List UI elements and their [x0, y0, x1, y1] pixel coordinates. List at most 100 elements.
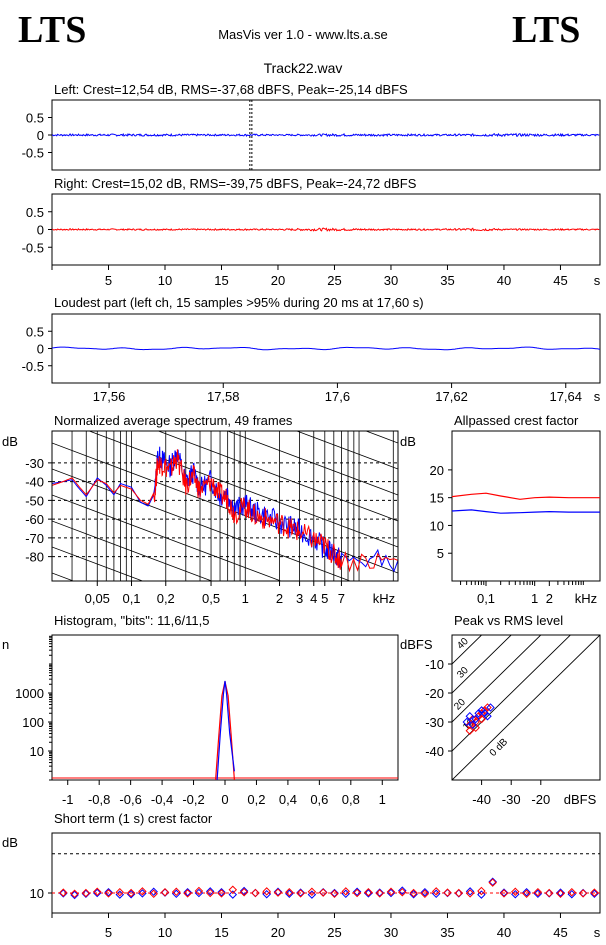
peak_vs_rms-ytick-label: -10	[425, 657, 444, 672]
histogram-xtick-label: 0,4	[279, 792, 297, 807]
loudest-xtick-label: 17,62	[435, 389, 468, 404]
peak_vs_rms-point	[483, 711, 492, 721]
short_term_crest-point	[477, 886, 486, 896]
short_term_crest-point	[578, 889, 588, 898]
right-xtick-label: 5	[105, 273, 112, 288]
short_term_crest-xtick-label: 30	[384, 925, 398, 940]
right-xtick-label: 10	[158, 273, 172, 288]
short_term_crest-point	[70, 889, 79, 899]
allpass-frame	[451, 430, 601, 582]
histogram-xtick-label: -0,2	[182, 792, 204, 807]
short_term_crest-point	[364, 887, 373, 897]
peak_vs_rms-crest-line	[452, 635, 483, 665]
short_term_crest-point	[488, 877, 497, 887]
left-title: Left: Crest=12,54 dB, RMS=-37,68 dBFS, P…	[54, 82, 408, 97]
short_term_crest-point	[251, 888, 260, 898]
peak_vs_rms-crest-line	[452, 635, 572, 752]
short_term_crest-point	[454, 888, 464, 898]
loudest-title: Loudest part (left ch, 15 samples >95% d…	[54, 295, 424, 310]
short_term_crest-point	[296, 888, 305, 897]
histogram-xtick-label: 0,8	[342, 792, 360, 807]
short_term_crest-point	[262, 889, 271, 899]
left-waveform	[51, 132, 600, 138]
short_term_crest-title: Short term (1 s) crest factor	[54, 811, 213, 826]
spectrum-chart: Normalized average spectrum, 49 frames dB…	[2, 413, 399, 606]
spectrum-title: Normalized average spectrum, 49 frames	[54, 413, 293, 428]
short_term_crest-point	[420, 889, 430, 899]
short_term_crest-point	[149, 887, 158, 897]
file-name: Track22.wav	[263, 60, 343, 76]
short_term_crest-point	[420, 887, 430, 897]
loudest-ytick-label: 0.5	[26, 324, 44, 339]
spectrum-xtick-label: 2	[276, 591, 283, 606]
short_term_crest-xtick-label: 35	[440, 925, 454, 940]
short_term_crest-point	[81, 888, 91, 898]
histogram-xtick-label: -1	[62, 792, 74, 807]
short_term_crest-ylabel: dB	[2, 835, 18, 850]
peak_vs_rms-point	[480, 709, 489, 718]
short_term_crest-point	[92, 888, 102, 898]
short_term_crest-chart: Short term (1 s) crest factor dB 10 5 10 15 20…	[2, 811, 601, 940]
loudest-xtick-label: 17,6	[325, 389, 350, 404]
loudest-ytick-label: 0	[37, 342, 44, 357]
short_term_crest-xtick-label: 10	[158, 925, 172, 940]
right-xtick-label: 40	[497, 273, 511, 288]
peak_vs_rms-point	[474, 709, 483, 718]
spectrum-ytick-label: -80	[25, 550, 44, 565]
allpass-title: Allpassed crest factor	[454, 413, 579, 428]
short_term_crest-point	[59, 888, 68, 897]
peak_vs_rms-crest-line	[452, 635, 600, 780]
loudest-waveform	[51, 346, 601, 351]
app-title: MasVis ver 1.0 - www.lts.a.se	[218, 27, 388, 42]
short_term_crest-point	[465, 887, 475, 896]
spectrum-frame	[51, 430, 399, 582]
allpass-series-left	[451, 509, 600, 514]
peak_vs_rms-point	[471, 723, 480, 733]
short_term_crest-point	[183, 889, 192, 898]
short_term_crest-point	[556, 889, 565, 899]
allpass-ytick-label: 5	[437, 546, 444, 561]
short_term_crest-point	[375, 888, 384, 897]
short_term_crest-xunit: s	[594, 925, 601, 940]
short_term_crest-point	[205, 888, 215, 898]
short_term_crest-point	[556, 888, 565, 897]
right-xtick-label: 30	[384, 273, 398, 288]
peak_vs_rms-ytick-label: -30	[425, 715, 444, 730]
short_term_crest-xtick-label: 5	[105, 925, 112, 940]
peak_vs_rms-crest-label: 20	[452, 697, 468, 713]
short_term_crest-xtick-label: 20	[271, 925, 285, 940]
allpass-ytick-label: 15	[430, 491, 444, 506]
peak_vs_rms-xunit: dBFS	[564, 792, 597, 807]
allpass-xtick-label: 2	[546, 591, 553, 606]
spectrum-series-left	[52, 446, 398, 573]
peak_vs_rms-xtick-label: -30	[502, 792, 521, 807]
short_term_crest-point	[590, 888, 599, 897]
spectrum-slope-line	[88, 431, 398, 548]
peak_vs_rms-crest-label: 40	[455, 636, 471, 652]
histogram-title: Histogram, "bits": 11,6/11,5	[54, 613, 209, 628]
short_term_crest-point	[239, 886, 249, 896]
spectrum-slope-line	[157, 431, 398, 522]
allpass-series-right	[451, 492, 600, 500]
peak_vs_rms-point	[465, 711, 475, 721]
short_term_crest-point	[341, 887, 351, 896]
spectrum-xtick-label: 1	[242, 591, 249, 606]
short_term_crest-point	[138, 889, 147, 898]
short_term_crest-point	[511, 887, 520, 897]
spectrum-ylabel: dB	[2, 434, 18, 449]
short_term_crest-point	[352, 888, 362, 898]
short_term_crest-point	[239, 887, 249, 897]
short_term_crest-point	[386, 887, 396, 897]
short_term_crest-point	[126, 889, 136, 899]
short_term_crest-point	[228, 885, 238, 895]
loudest-xunit: s	[594, 389, 601, 404]
spectrum-xtick-label: 0,2	[157, 591, 175, 606]
loudest-xtick-label: 17,56	[93, 389, 126, 404]
histogram-xtick-label: -0,8	[88, 792, 110, 807]
short_term_crest-point	[398, 886, 407, 895]
short_term_crest-point	[443, 888, 452, 897]
short_term_crest-point	[533, 887, 543, 897]
short_term_crest-point	[567, 887, 577, 897]
short_term_crest-xtick-label: 25	[327, 925, 341, 940]
